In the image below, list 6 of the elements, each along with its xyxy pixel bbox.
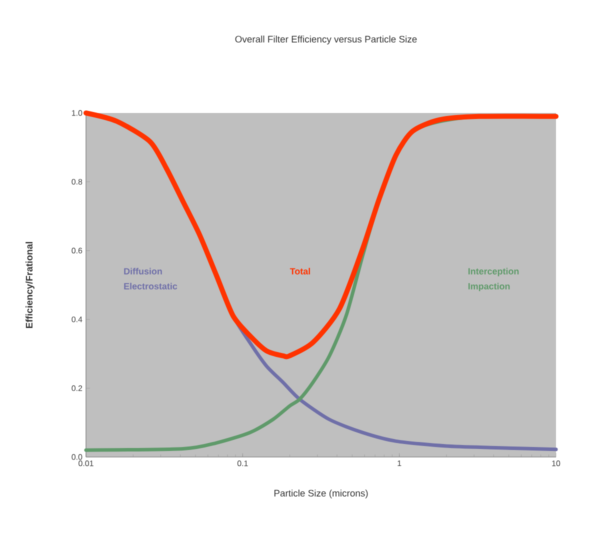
chart-title: Overall Filter Efficiency versus Particle Size [235, 36, 417, 44]
text: Interception Impaction [468, 268, 519, 292]
text: Diffusion Electrostatic [124, 268, 178, 290]
x-axis-title: Particle Size (microns) [274, 490, 368, 498]
text: Total [290, 268, 310, 274]
y-axis-title: Efficiency/Frational [26, 242, 34, 328]
